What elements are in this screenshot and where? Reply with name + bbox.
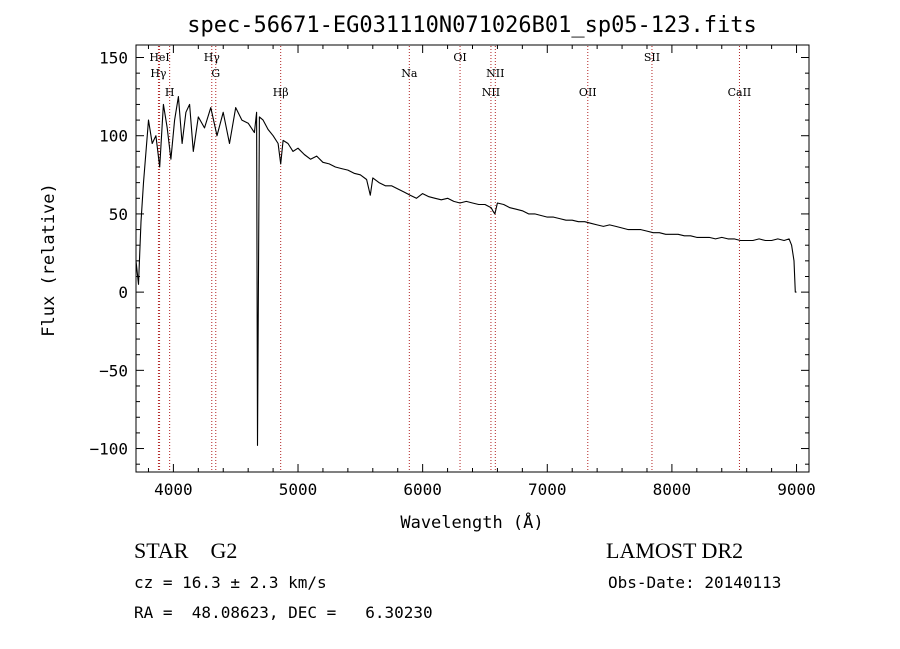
coordinates: RA = 48.08623, DEC = 6.30230 xyxy=(134,603,433,622)
x-axis: 4000 5000 6000 7000 8000 9000 xyxy=(147,45,816,499)
line-label-12: CaII xyxy=(728,86,752,99)
line-label-2: H xyxy=(165,86,175,99)
y-tick-label-0: −100 xyxy=(89,440,128,459)
x-axis-label: Wavelength (Å) xyxy=(400,511,543,533)
line-label-4: G xyxy=(211,67,220,80)
y-tick-label-5: 150 xyxy=(99,49,128,68)
line-label-11: SII xyxy=(644,51,660,64)
emission-line-markers: Hγ HeI H Hγ G Hβ Na OI NII NII OII SII CaII xyxy=(149,46,751,471)
x-tick-label-5: 9000 xyxy=(777,480,816,499)
survey-name: LAMOST DR2 xyxy=(606,538,744,563)
x-tick-label-1: 5000 xyxy=(279,480,318,499)
y-tick-label-3: 50 xyxy=(109,205,128,224)
redshift-velocity: cz = 16.3 ± 2.3 km/s xyxy=(134,573,327,592)
line-label-1: HeI xyxy=(149,51,169,64)
y-tick-label-4: 100 xyxy=(99,127,128,146)
line-label-0: Hγ xyxy=(150,67,167,80)
line-label-5: Hβ xyxy=(273,86,289,99)
line-label-10: OII xyxy=(579,86,597,99)
line-label-3: Hγ xyxy=(204,51,221,64)
line-label-8: NII xyxy=(482,86,500,99)
chart-title: spec-56671-EG031110N071026B01_sp05-123.f… xyxy=(187,13,757,38)
line-label-7: OI xyxy=(453,51,466,64)
y-axis: −100 −50 0 50 100 150 xyxy=(89,49,809,465)
y-axis-label: Flux (relative) xyxy=(39,183,59,337)
y-tick-label-2: 0 xyxy=(118,283,128,302)
line-label-9: NII xyxy=(486,67,504,80)
spectrum-line xyxy=(135,96,797,446)
spectrum-trace xyxy=(135,96,797,446)
observation-date: Obs-Date: 20140113 xyxy=(608,573,782,592)
x-tick-label-4: 8000 xyxy=(653,480,692,499)
x-tick-label-0: 4000 xyxy=(154,480,193,499)
y-tick-label-1: −50 xyxy=(99,361,128,380)
x-tick-label-2: 6000 xyxy=(403,480,442,499)
line-label-6: Na xyxy=(401,67,418,80)
object-class: STAR G2 xyxy=(134,538,238,563)
x-tick-label-3: 7000 xyxy=(528,480,567,499)
